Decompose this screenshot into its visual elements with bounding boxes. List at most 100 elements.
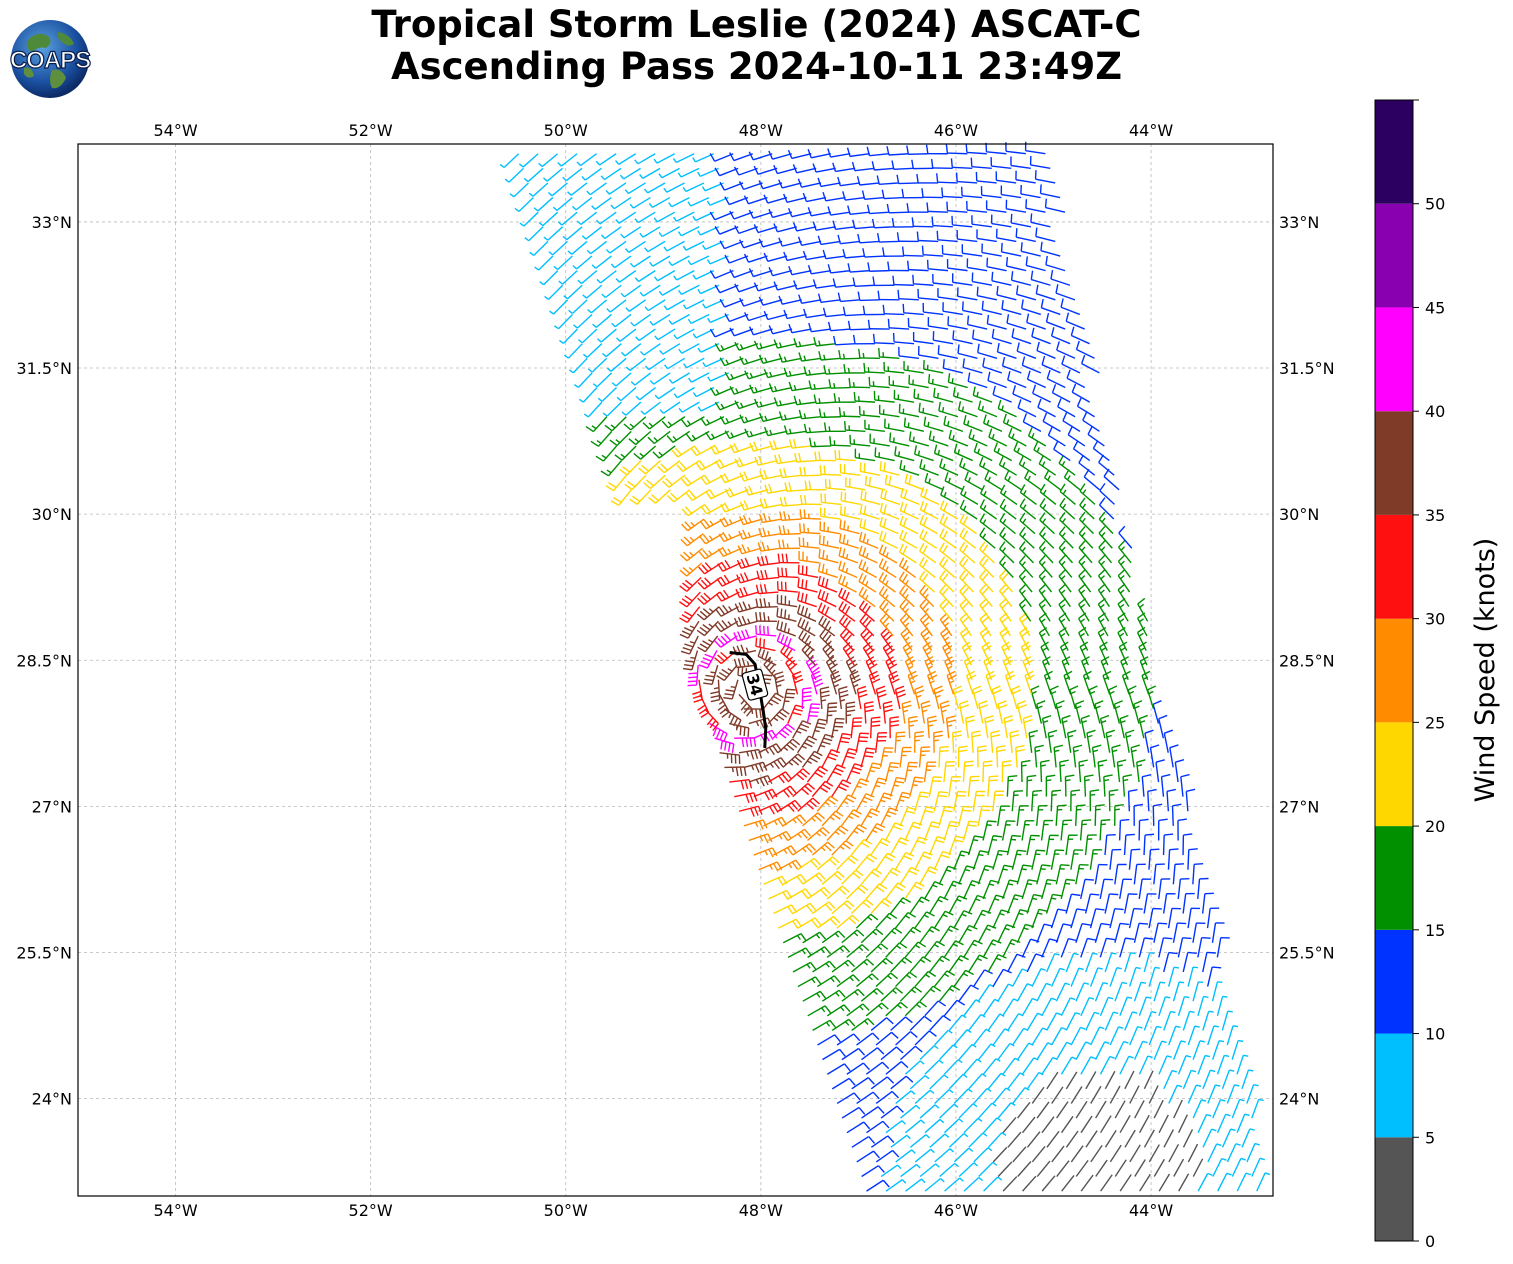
wind-barb bbox=[1075, 923, 1092, 943]
wind-barb bbox=[705, 489, 730, 500]
wind-barb bbox=[1092, 440, 1110, 462]
wind-barb bbox=[615, 211, 637, 224]
wind-barb bbox=[582, 284, 603, 299]
wind-barb bbox=[1002, 1176, 1018, 1192]
wind-barb bbox=[573, 372, 593, 389]
wind-barb bbox=[899, 866, 920, 885]
wind-barb bbox=[1103, 774, 1113, 797]
wind-barb bbox=[875, 1031, 899, 1046]
wind-barb bbox=[524, 226, 544, 242]
colorbar-segment bbox=[1375, 307, 1413, 412]
wind-barb bbox=[999, 555, 1014, 578]
wind-barb bbox=[1070, 1026, 1086, 1046]
wind-barb bbox=[1133, 922, 1149, 943]
wind-barb bbox=[977, 924, 997, 944]
wind-barb bbox=[958, 1162, 979, 1178]
wind-barb bbox=[882, 304, 905, 316]
wind-barb bbox=[1041, 714, 1052, 739]
wind-barb bbox=[720, 502, 745, 513]
wind-barb bbox=[986, 314, 1007, 330]
wind-barb bbox=[929, 1015, 951, 1031]
wind-barb bbox=[1056, 341, 1076, 359]
wind-barb bbox=[1034, 744, 1044, 768]
colorbar-tick-label: 30 bbox=[1425, 610, 1445, 629]
wind-barb bbox=[764, 483, 788, 494]
wind-barb bbox=[504, 167, 524, 183]
wind-barb bbox=[890, 1016, 913, 1031]
wind-barb bbox=[893, 389, 915, 403]
wind-barb bbox=[1089, 849, 1103, 870]
wind-barb bbox=[981, 243, 1002, 257]
wind-barb bbox=[643, 474, 666, 490]
wind-barb bbox=[919, 598, 934, 622]
wind-barb bbox=[872, 276, 895, 287]
wind-barb bbox=[1025, 199, 1046, 213]
wind-barb bbox=[774, 454, 798, 465]
wind-barb bbox=[802, 812, 825, 827]
wind-barb bbox=[1082, 411, 1100, 432]
wind-barb bbox=[854, 448, 876, 462]
wind-barb bbox=[1094, 981, 1109, 1002]
wind-barb bbox=[979, 569, 994, 593]
wind-barb bbox=[562, 167, 583, 182]
wind-barb bbox=[919, 501, 939, 520]
wind-barb bbox=[678, 284, 700, 296]
wind-barb bbox=[672, 153, 695, 164]
wind-barb bbox=[889, 837, 909, 856]
wind-barb bbox=[972, 909, 992, 929]
wind-barb bbox=[1116, 759, 1127, 783]
wind-barb bbox=[972, 969, 993, 987]
wind-barb bbox=[1018, 455, 1037, 476]
wind-barb bbox=[861, 1106, 885, 1119]
wind-barb bbox=[838, 587, 857, 608]
wind-barb bbox=[1085, 1071, 1097, 1090]
wind-barb bbox=[1058, 569, 1072, 593]
wind-barb bbox=[1251, 1157, 1266, 1177]
wind-barb bbox=[802, 250, 827, 261]
wind-barb bbox=[807, 946, 831, 958]
wind-barb bbox=[899, 926, 922, 944]
wind-barb bbox=[763, 757, 787, 770]
wind-barb bbox=[914, 791, 930, 812]
wind-barb bbox=[919, 570, 935, 593]
wind-barb bbox=[1012, 1087, 1030, 1104]
wind-barb bbox=[758, 180, 783, 190]
wind-barb bbox=[819, 686, 830, 710]
wind-barb bbox=[758, 743, 783, 756]
wind-barb bbox=[1075, 1100, 1088, 1119]
wind-barb bbox=[862, 305, 885, 316]
wind-barb bbox=[1109, 848, 1122, 870]
wind-barb bbox=[648, 196, 671, 209]
wind-barb bbox=[826, 1063, 851, 1075]
wind-barb bbox=[898, 403, 920, 418]
wind-barb bbox=[1045, 255, 1066, 272]
wind-barb bbox=[882, 247, 905, 257]
wind-barb bbox=[1172, 863, 1185, 885]
wind-barb bbox=[887, 318, 910, 330]
wind-barb bbox=[572, 255, 593, 270]
wind-barb bbox=[1021, 820, 1035, 841]
wind-barb bbox=[847, 205, 870, 216]
wind-barb bbox=[939, 1103, 959, 1119]
wind-barb bbox=[859, 504, 880, 520]
wind-barb bbox=[773, 339, 798, 349]
wind-barb bbox=[993, 442, 1013, 462]
wind-barb bbox=[1180, 773, 1190, 797]
wind-barb bbox=[885, 1179, 907, 1192]
wind-barb bbox=[1060, 819, 1073, 841]
wind-barb bbox=[859, 462, 881, 476]
wind-barb bbox=[1114, 922, 1130, 943]
wind-barb bbox=[558, 270, 578, 285]
lat-tick-label-left: 28.5°N bbox=[16, 651, 72, 670]
wind-barb bbox=[1051, 1027, 1067, 1046]
wind-barb bbox=[845, 656, 858, 681]
wind-barb bbox=[1158, 878, 1171, 899]
wind-barb bbox=[906, 145, 929, 156]
wind-barb bbox=[1080, 714, 1090, 739]
wind-barb bbox=[729, 269, 754, 279]
wind-barb bbox=[723, 708, 742, 729]
wind-barb bbox=[724, 766, 747, 777]
wind-barb bbox=[848, 377, 871, 389]
wind-barb bbox=[1037, 398, 1056, 418]
wind-barb bbox=[729, 778, 753, 790]
